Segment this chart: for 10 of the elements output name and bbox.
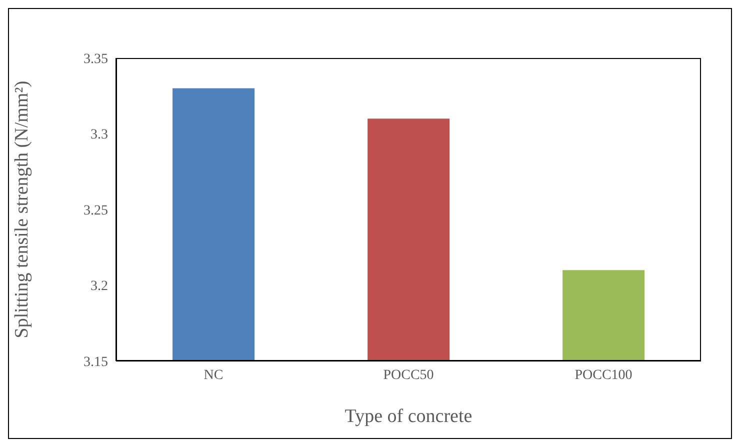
y-tick-label: 3.3 [90,128,108,143]
y-tick-label: 3.35 [84,52,108,67]
y-axis-title: Splitting tensile strength (N/mm²) [12,80,33,338]
x-tick-label: NC [204,368,224,383]
y-tick-label: 3.15 [84,354,108,370]
x-tick-label: POCC100 [574,368,632,383]
y-tick-label: 3.25 [84,203,108,218]
x-tick-label: POCC50 [383,368,434,383]
x-axis-title: Type of concrete [344,406,472,427]
y-tick-label: 3.2 [90,279,108,294]
